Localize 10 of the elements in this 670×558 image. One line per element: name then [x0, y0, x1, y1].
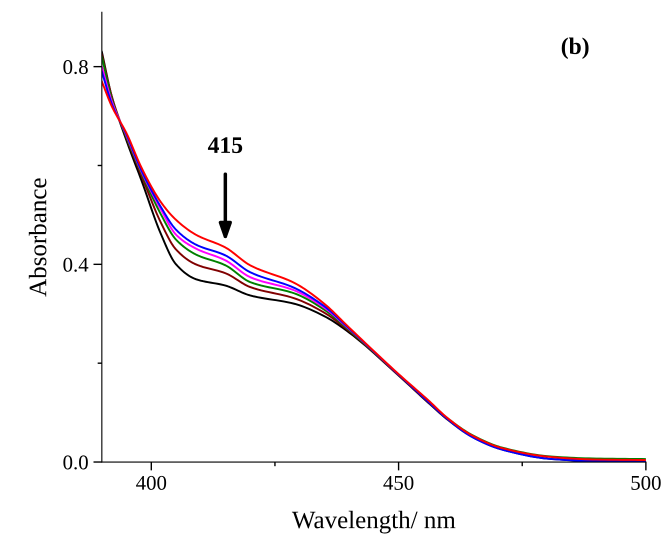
annotation: (b)	[562, 38, 589, 59]
x-tick-label: 500	[631, 476, 661, 490]
annotation: 415	[208, 137, 242, 154]
x-axis-title: Wavelength/ nm	[292, 510, 456, 534]
x-tick-label: 450	[383, 476, 414, 490]
y-axis-title: Absorbance	[28, 178, 46, 297]
y-tick-label: 0.4	[63, 258, 88, 272]
x-tick-label: 400	[136, 476, 166, 490]
y-tick-label: 0.0	[63, 455, 88, 470]
y-tick-label: 0.8	[63, 60, 88, 74]
